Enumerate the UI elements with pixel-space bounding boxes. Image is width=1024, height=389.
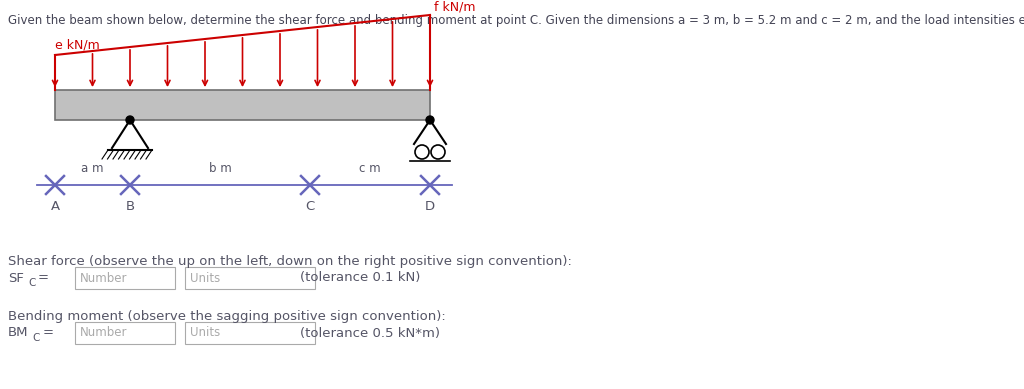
Text: e kN/m: e kN/m [55,38,99,51]
Text: =: = [43,326,54,340]
Text: b m: b m [209,162,231,175]
Text: Shear force (observe the up on the left, down on the right positive sign convent: Shear force (observe the up on the left,… [8,255,571,268]
Text: (tolerance 0.5 kN*m): (tolerance 0.5 kN*m) [300,326,440,340]
Text: f kN/m: f kN/m [434,0,475,13]
Bar [185,322,315,344]
Bar [55,90,430,120]
Text: SF: SF [8,272,24,284]
Text: A: A [50,200,59,213]
Text: (tolerance 0.1 kN): (tolerance 0.1 kN) [300,272,421,284]
Text: Units: Units [190,272,220,284]
Text: Bending moment (observe the sagging positive sign convention):: Bending moment (observe the sagging posi… [8,310,445,323]
Text: a m: a m [81,162,103,175]
Bar [185,267,315,289]
Text: C: C [32,333,39,343]
Text: C: C [28,278,36,288]
Text: c m: c m [359,162,381,175]
Text: =: = [38,272,49,284]
Bar [75,267,175,289]
Text: D: D [425,200,435,213]
Text: Units: Units [190,326,220,340]
Circle shape [426,116,434,124]
Text: Number: Number [80,272,128,284]
Text: C: C [305,200,314,213]
Circle shape [126,116,134,124]
Text: Given the beam shown below, determine the shear force and bending moment at poin: Given the beam shown below, determine th… [8,14,1024,27]
Text: B: B [125,200,134,213]
Text: BM: BM [8,326,29,340]
Bar [75,322,175,344]
Text: Number: Number [80,326,128,340]
